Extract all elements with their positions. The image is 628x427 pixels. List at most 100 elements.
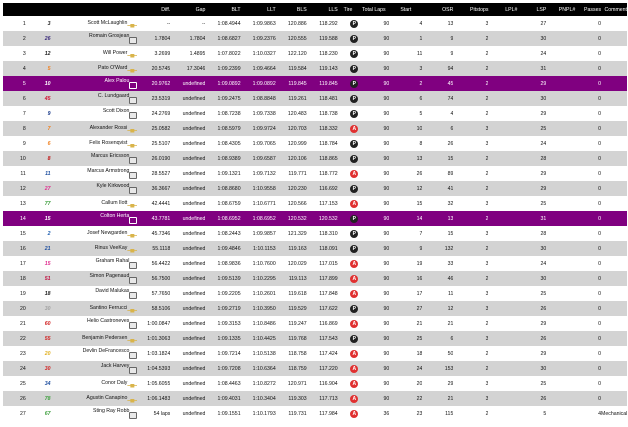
column-header-osr[interactable]: OSR (422, 3, 454, 16)
column-header-num[interactable] (25, 3, 51, 16)
blt-cell: 1:09.2475 (205, 91, 241, 106)
pitstops-cell: 3 (453, 391, 489, 406)
bls-cell: 122.120 (275, 46, 307, 61)
column-header-pos[interactable] (3, 3, 26, 16)
driver-cell[interactable]: Sting Ray Robb (50, 406, 140, 421)
driver-cell[interactable]: Josef Newgarden (50, 226, 140, 241)
driver-cell[interactable]: Graham Rahal (50, 256, 140, 271)
driver-cell[interactable]: Jack Harvey (50, 361, 140, 376)
driver-cell[interactable]: Callum Ilott (50, 196, 140, 211)
driver-cell[interactable]: Conor Daly (50, 376, 140, 391)
llt-cell: 1:10.6771 (240, 196, 276, 211)
table-row[interactable]: 15 2 Josef Newgarden 45.7346 undefined 1:08.2… (3, 226, 627, 241)
table-row[interactable]: 11 11 Marcus Armstrong 28.5527 undefined 1:09… (3, 166, 627, 181)
driver-cell[interactable]: Scott McLaughlin (50, 16, 140, 31)
honda-logo-icon (129, 352, 138, 359)
column-header-driver[interactable] (50, 3, 140, 16)
lpl-cell (488, 331, 518, 346)
driver-cell[interactable]: C. Lundgaard (50, 91, 140, 106)
column-header-tire[interactable]: Tire (337, 3, 359, 16)
column-header-diff[interactable]: Diff. (139, 3, 171, 16)
column-header-passes[interactable]: Passes (575, 3, 602, 16)
column-header-comment[interactable]: Comment (601, 3, 627, 16)
driver-cell[interactable]: Alex Palou (50, 76, 140, 91)
comment-cell (601, 61, 627, 76)
pnpl-cell (546, 406, 576, 421)
driver-cell[interactable]: David Malukas (50, 286, 140, 301)
gap-cell: undefined (170, 106, 206, 121)
llt-cell: 1:10.9558 (240, 181, 276, 196)
table-row[interactable]: 27 67 Sting Ray Robb 54 laps undefined 1:09.1… (3, 406, 627, 421)
table-row[interactable]: 10 8 Marcus Ericsson 26.0190 undefined 1:08.9… (3, 151, 627, 166)
column-header-pnpl[interactable]: PNPL# (546, 3, 576, 16)
table-row[interactable]: 25 34 Conor Daly 1:05.6055 undefined 1:08.446… (3, 376, 627, 391)
total-laps-cell: 90 (358, 166, 390, 181)
table-row[interactable]: 16 21 Rinus VeeKay 55.1118 undefined 1:09.484… (3, 241, 627, 256)
table-row[interactable]: 12 27 Kyle Kirkwood 36.3667 undefined 1:08.86… (3, 181, 627, 196)
column-header-start[interactable]: Start (389, 3, 423, 16)
table-row[interactable]: 21 60 Helio Castroneves 1:00.0847 undefined 1… (3, 316, 627, 331)
start-cell: 27 (389, 301, 423, 316)
llt-cell: 1:09.6587 (240, 151, 276, 166)
driver-cell[interactable]: Rinus VeeKay (50, 241, 140, 256)
lsp-cell: 29 (517, 106, 547, 121)
table-row[interactable]: 26 78 Agustin Canapino 1:06.1483 undefined 1:… (3, 391, 627, 406)
lpl-cell (488, 286, 518, 301)
driver-cell[interactable]: Simon Pagenaud (50, 271, 140, 286)
table-row[interactable]: 22 55 Benjamin Pedersen 1:01.3063 undefined 1… (3, 331, 627, 346)
driver-cell[interactable]: Marcus Armstrong (50, 166, 140, 181)
passes-cell: 0 (575, 61, 602, 76)
start-cell: 23 (389, 406, 423, 421)
blt-cell: 1:08.4944 (205, 16, 241, 31)
table-row[interactable]: 2 26 Romain Grosjean 1.7804 1.7804 1:08.6827 1… (3, 31, 627, 46)
table-row[interactable]: 19 18 David Malukas 57.7650 undefined 1:09.22… (3, 286, 627, 301)
driver-cell[interactable]: Will Power (50, 46, 140, 61)
column-header-lpl[interactable]: LPL# (488, 3, 518, 16)
table-row[interactable]: 9 6 Felix Rosenqvist 25.5107 undefined 1:08.4… (3, 136, 627, 151)
pitstops-cell: 3 (453, 256, 489, 271)
diff-cell: 1:04.5393 (139, 361, 171, 376)
driver-cell[interactable]: Benjamin Pedersen (50, 331, 140, 346)
driver-cell[interactable]: Pato O'Ward (50, 61, 140, 76)
table-row[interactable]: 1 3 Scott McLaughlin -- -- 1:08.4944 1:09.9863… (3, 16, 627, 31)
table-row[interactable]: 7 9 Scott Dixon 24.2769 undefined 1:08.7238 1:… (3, 106, 627, 121)
table-row[interactable]: 23 20 Devlin DeFrancesco 1:03.1824 undefined… (3, 346, 627, 361)
column-header-llt[interactable]: LLT (240, 3, 276, 16)
gap-cell: undefined (170, 331, 206, 346)
table-row[interactable]: 17 15 Graham Rahal 56.4422 undefined 1:08.983… (3, 256, 627, 271)
pitstops-cell: 2 (453, 211, 489, 226)
table-row[interactable]: 6 45 C. Lundgaard 23.5319 undefined 1:09.2475… (3, 91, 627, 106)
driver-cell[interactable]: Alexander Rossi (50, 121, 140, 136)
table-row[interactable]: 24 30 Jack Harvey 1:04.5393 undefined 1:09.72… (3, 361, 627, 376)
driver-cell[interactable]: Helio Castroneves (50, 316, 140, 331)
honda-logo-icon (129, 187, 138, 194)
table-row[interactable]: 5 10 Alex Palou 20.9762 undefined 1:09.0892 1:… (3, 76, 627, 91)
driver-cell[interactable]: Kyle Kirkwood (50, 181, 140, 196)
table-row[interactable]: 4 5 Pato O'Ward 20.5745 17.3046 1:09.2399 1:09… (3, 61, 627, 76)
column-header-pitstops[interactable]: Pitstops (453, 3, 489, 16)
table-row[interactable]: 14 15 Colton Herta 43.7781 undefined 1:08.695… (3, 211, 627, 226)
column-header-gap[interactable]: Gap (170, 3, 206, 16)
column-header-bls[interactable]: BLS (275, 3, 307, 16)
driver-cell[interactable]: Felix Rosenqvist (50, 136, 140, 151)
table-row[interactable]: 13 77 Callum Ilott 42.4441 undefined 1:08.675… (3, 196, 627, 211)
driver-cell[interactable]: Agustin Canapino (50, 391, 140, 406)
driver-cell[interactable]: Devlin DeFrancesco (50, 346, 140, 361)
driver-cell[interactable]: Santino Ferrucci (50, 301, 140, 316)
table-row[interactable]: 20 30 Santino Ferrucci 58.5106 undefined 1:09… (3, 301, 627, 316)
table-row[interactable]: 3 12 Will Power 3.2699 1.4895 1:07.8022 1:10.0… (3, 46, 627, 61)
table-row[interactable]: 8 7 Alexander Rossi 25.0582 undefined 1:08.59… (3, 121, 627, 136)
column-header-lls[interactable]: LLS (306, 3, 338, 16)
table-row[interactable]: 18 51 Simon Pagenaud 56.7500 undefined 1:09.5… (3, 271, 627, 286)
tire-cell: A (337, 376, 359, 391)
pitstops-cell: 2 (453, 46, 489, 61)
column-header-lsp[interactable]: LSP (517, 3, 547, 16)
driver-cell[interactable]: Scott Dixon (50, 106, 140, 121)
driver-cell[interactable]: Marcus Ericsson (50, 151, 140, 166)
lpl-cell (488, 196, 518, 211)
column-header-total-laps[interactable]: Total Laps (358, 3, 390, 16)
driver-cell[interactable]: Romain Grosjean (50, 31, 140, 46)
column-header-blt[interactable]: BLT (205, 3, 241, 16)
lls-cell: 117.424 (306, 346, 338, 361)
driver-cell[interactable]: Colton Herta (50, 211, 140, 226)
